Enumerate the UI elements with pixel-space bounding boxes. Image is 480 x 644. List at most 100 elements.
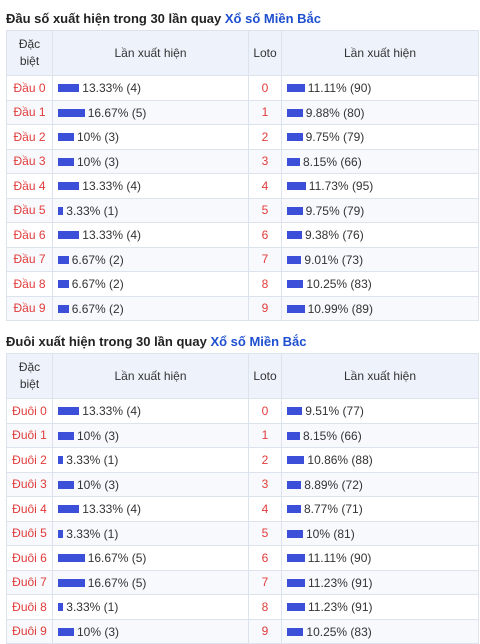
row-label: Đuôi 6 — [6, 545, 53, 571]
count-bar — [58, 304, 69, 313]
count-cell: 13.33% (4) — [52, 222, 249, 248]
header-special: Đặc biệt — [6, 353, 53, 399]
loto-count-text: 10.86% (88) — [307, 453, 373, 468]
count-bar — [58, 407, 80, 416]
section-title-text: Đuôi xuất hiện trong 30 lần quay — [6, 334, 207, 349]
loto-count-cell: 9.38% (76) — [281, 222, 479, 248]
loto-count-cell: 9.51% (77) — [281, 398, 479, 424]
loto-count-cell: 11.73% (95) — [281, 173, 479, 199]
header-loto: Loto — [248, 353, 282, 399]
count-cell: 3.33% (1) — [52, 594, 249, 620]
loto-count-cell: 9.88% (80) — [281, 99, 479, 125]
table-row: Đầu 5 3.33% (1) 5 9.75% (79) — [6, 197, 479, 223]
loto-number: 1 — [248, 422, 282, 448]
table-row: Đuôi 0 13.33% (4) 0 9.51% (77) — [6, 398, 479, 424]
count-text: 13.33% (4) — [82, 228, 141, 243]
header-count: Lần xuất hiện — [52, 30, 249, 76]
loto-count-cell: 8.89% (72) — [281, 471, 479, 497]
row-label: Đuôi 7 — [6, 569, 53, 595]
loto-count-bar — [287, 456, 305, 465]
table-row: Đuôi 5 3.33% (1) 5 10% (81) — [6, 520, 479, 546]
row-label: Đầu 6 — [6, 222, 53, 248]
loto-number: 1 — [248, 99, 282, 125]
loto-number: 8 — [248, 594, 282, 620]
count-cell: 16.67% (5) — [52, 99, 249, 125]
count-bar — [58, 280, 69, 289]
count-text: 3.33% (1) — [66, 453, 119, 468]
table-row: Đầu 9 6.67% (2) 9 10.99% (89) — [6, 295, 479, 321]
loto-count-bar — [287, 304, 305, 313]
table-row: Đầu 8 6.67% (2) 8 10.25% (83) — [6, 271, 479, 297]
loto-count-text: 11.23% (91) — [308, 575, 373, 590]
count-text: 6.67% (2) — [71, 277, 124, 292]
loto-count-text: 8.89% (72) — [304, 477, 363, 492]
row-label: Đầu 4 — [6, 173, 53, 199]
loto-count-bar — [287, 603, 305, 612]
row-label: Đuôi 1 — [6, 422, 53, 448]
loto-count-bar — [287, 431, 300, 440]
section-title: Đuôi xuất hiện trong 30 lần quay Xổ số M… — [6, 331, 478, 353]
loto-number: 7 — [248, 569, 282, 595]
count-text: 16.67% (5) — [87, 105, 147, 120]
loto-count-cell: 10.25% (83) — [281, 271, 479, 297]
count-text: 13.33% (4) — [82, 81, 141, 96]
loto-count-cell: 11.23% (91) — [281, 594, 479, 620]
count-bar — [58, 505, 80, 514]
count-cell: 10% (3) — [52, 422, 249, 448]
count-bar — [58, 603, 64, 612]
count-cell: 10% (3) — [52, 471, 249, 497]
loto-count-cell: 9.75% (79) — [281, 197, 479, 223]
loto-number: 9 — [248, 295, 282, 321]
loto-number: 5 — [248, 520, 282, 546]
loto-count-cell: 8.15% (66) — [281, 422, 479, 448]
count-text: 10% (3) — [77, 477, 120, 492]
count-text: 6.67% (2) — [71, 301, 124, 316]
count-bar — [58, 456, 64, 465]
table-header-row: Đặc biệt Lần xuất hiện Loto Lần xuất hiện — [6, 30, 479, 76]
row-label: Đuôi 8 — [6, 594, 53, 620]
loto-count-bar — [287, 206, 303, 215]
loto-count-text: 11.73% (95) — [308, 179, 374, 194]
count-text: 10% (3) — [77, 428, 120, 443]
duoi-stats-section: Đuôi xuất hiện trong 30 lần quay Xổ số M… — [6, 331, 479, 644]
count-cell: 13.33% (4) — [52, 398, 249, 424]
stats-table: Đặc biệt Lần xuất hiện Loto Lần xuất hiện… — [6, 353, 479, 644]
brand-link[interactable]: Xổ số Miền Bắc — [210, 334, 307, 349]
count-cell: 3.33% (1) — [52, 447, 249, 473]
count-cell: 10% (3) — [52, 618, 249, 644]
count-text: 10% (3) — [77, 130, 120, 145]
count-text: 13.33% (4) — [82, 502, 141, 517]
loto-count-bar — [287, 554, 305, 563]
loto-number: 6 — [248, 222, 282, 248]
table-header-row: Đặc biệt Lần xuất hiện Loto Lần xuất hiện — [6, 353, 479, 399]
row-label: Đuôi 3 — [6, 471, 53, 497]
count-text: 3.33% (1) — [66, 526, 119, 541]
table-row: Đuôi 7 16.67% (5) 7 11.23% (91) — [6, 569, 479, 595]
loto-count-text: 9.38% (76) — [305, 228, 364, 243]
loto-count-cell: 8.77% (71) — [281, 496, 479, 522]
loto-count-text: 9.01% (73) — [304, 252, 364, 267]
loto-count-bar — [287, 529, 303, 538]
brand-link[interactable]: Xổ số Miền Bắc — [224, 11, 321, 26]
loto-count-cell: 11.11% (90) — [281, 75, 479, 101]
table-row: Đầu 2 10% (3) 2 9.75% (79) — [6, 124, 479, 150]
loto-count-bar — [287, 84, 305, 93]
table-row: Đầu 4 13.33% (4) 4 11.73% (95) — [6, 173, 479, 199]
count-bar — [58, 157, 74, 166]
count-bar — [58, 578, 85, 587]
loto-count-bar — [287, 108, 303, 117]
loto-number: 3 — [248, 148, 282, 174]
count-text: 16.67% (5) — [87, 551, 147, 566]
loto-count-bar — [287, 627, 304, 636]
table-row: Đầu 7 6.67% (2) 7 9.01% (73) — [6, 246, 479, 272]
count-bar — [58, 182, 80, 191]
loto-number: 4 — [248, 173, 282, 199]
count-bar — [58, 231, 80, 240]
loto-count-text: 9.75% (79) — [305, 130, 365, 145]
count-cell: 6.67% (2) — [52, 295, 249, 321]
row-label: Đầu 7 — [6, 246, 53, 272]
loto-count-text: 8.77% (71) — [304, 502, 363, 517]
count-cell: 16.67% (5) — [52, 545, 249, 571]
loto-count-bar — [287, 255, 302, 264]
row-label: Đầu 8 — [6, 271, 53, 297]
